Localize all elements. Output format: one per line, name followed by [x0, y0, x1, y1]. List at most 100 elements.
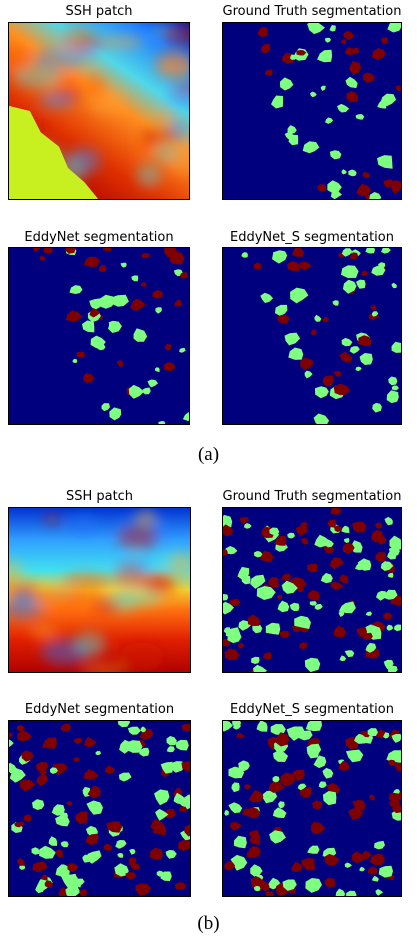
- eddy-anticyclonic: [32, 247, 41, 253]
- eddy-anticyclonic: [375, 552, 387, 562]
- eddy-anticyclonic: [106, 821, 123, 833]
- eddy-anticyclonic: [16, 858, 25, 866]
- eddy-anticyclonic: [279, 631, 290, 639]
- eddy-anticyclonic: [129, 298, 146, 312]
- eddy-cyclonic: [286, 726, 306, 741]
- eddy-anticyclonic: [290, 861, 303, 873]
- eddy-cyclonic: [306, 743, 322, 755]
- eddy-cyclonic: [35, 885, 45, 894]
- eddy-anticyclonic: [8, 732, 13, 739]
- eddy-anticyclonic: [280, 772, 296, 787]
- eddy-cyclonic: [233, 835, 247, 849]
- ssh-swirl: [161, 23, 190, 45]
- eddy-cyclonic: [359, 866, 365, 872]
- eddy-cyclonic: [345, 749, 364, 763]
- eddy-cyclonic: [140, 726, 146, 733]
- eddy-anticyclonic: [230, 821, 242, 831]
- eddy-anticyclonic: [310, 329, 317, 336]
- eddy-anticyclonic: [296, 50, 307, 56]
- eddy-cyclonic: [86, 800, 103, 815]
- eddy-cyclonic: [342, 279, 357, 294]
- ssh-swirl: [70, 514, 97, 534]
- eddy-cyclonic: [222, 720, 233, 732]
- eddy-cyclonic: [114, 863, 129, 877]
- eddy-anticyclonic: [300, 858, 315, 871]
- eddy-anticyclonic: [251, 875, 264, 886]
- eddy-cyclonic: [341, 265, 359, 278]
- eddy-anticyclonic: [326, 783, 340, 796]
- eddy-anticyclonic: [79, 889, 87, 897]
- eddy-cyclonic: [302, 141, 320, 154]
- eddy-anticyclonic: [253, 262, 262, 270]
- eddy-anticyclonic: [361, 270, 368, 277]
- eddy-anticyclonic: [76, 351, 86, 358]
- eddy-cyclonic: [109, 407, 122, 421]
- panel-title: EddyNet segmentation: [24, 230, 174, 245]
- image-border: [222, 507, 402, 673]
- eddy-cyclonic: [391, 282, 397, 289]
- eddy-cyclonic: [51, 804, 65, 816]
- eddy-cyclonic: [223, 627, 231, 634]
- eddy-cyclonic: [349, 346, 360, 354]
- eddy-anticyclonic: [17, 821, 25, 827]
- eddy-anticyclonic: [334, 525, 343, 533]
- eddy-cyclonic: [70, 878, 82, 888]
- ssh-swirl: [61, 27, 95, 53]
- eddy-cyclonic: [393, 789, 400, 794]
- eddy-cyclonic: [324, 539, 334, 548]
- eddy-anticyclonic: [103, 843, 113, 851]
- eddy-anticyclonic: [299, 642, 308, 650]
- eddy-cyclonic: [110, 294, 129, 307]
- eddy-anticyclonic: [39, 255, 46, 261]
- eddy-cyclonic: [314, 386, 329, 399]
- eddy-anticyclonic: [299, 787, 312, 798]
- eddy-cyclonic: [272, 250, 288, 264]
- eddy-anticyclonic: [281, 573, 291, 581]
- eddy-cyclonic: [341, 248, 353, 257]
- eddy-cyclonic: [273, 750, 289, 762]
- eddy-cyclonic: [89, 298, 102, 311]
- eddy-cyclonic: [348, 169, 357, 177]
- panel-image: [8, 720, 191, 897]
- eddy-anticyclonic: [184, 824, 191, 837]
- eddy-cyclonic: [284, 332, 301, 346]
- eddy-anticyclonic: [343, 30, 355, 40]
- eddy-anticyclonic: [175, 882, 187, 890]
- eddy-cyclonic: [274, 304, 288, 317]
- eddy-anticyclonic: [358, 335, 372, 347]
- eddy-anticyclonic: [87, 785, 101, 799]
- eddy-anticyclonic: [324, 853, 340, 866]
- eddy-anticyclonic: [277, 594, 283, 600]
- eddy-cyclonic: [279, 77, 294, 91]
- eddy-cyclonic: [309, 601, 317, 606]
- eddy-anticyclonic: [346, 91, 358, 103]
- ssh-swirl: [34, 588, 83, 610]
- eddy-anticyclonic: [387, 759, 396, 767]
- eddy-cyclonic: [182, 412, 190, 421]
- eddy-cyclonic: [305, 720, 322, 732]
- eddy-anticyclonic: [21, 750, 34, 762]
- eddy-anticyclonic: [104, 765, 116, 774]
- eddy-anticyclonic: [333, 383, 351, 396]
- eddy-anticyclonic: [362, 850, 372, 860]
- eddy-cyclonic: [290, 287, 309, 304]
- eddy-cyclonic: [256, 586, 276, 600]
- eddy-cyclonic: [95, 751, 101, 756]
- segmentation-background: [222, 22, 402, 200]
- eddy-anticyclonic: [73, 738, 82, 745]
- eddy-anticyclonic: [260, 881, 270, 891]
- eddy-anticyclonic: [129, 863, 140, 870]
- eddy-anticyclonic: [329, 581, 344, 590]
- eddy-anticyclonic: [349, 60, 362, 75]
- eddy-anticyclonic: [179, 272, 188, 279]
- eddy-cyclonic: [371, 875, 379, 882]
- eddy-cyclonic: [378, 865, 393, 878]
- eddy-cyclonic: [329, 25, 336, 32]
- eddy-cyclonic: [304, 370, 313, 379]
- eddy-cyclonic: [287, 532, 295, 539]
- eddy-cyclonic: [380, 561, 394, 571]
- eddy-cyclonic: [341, 169, 347, 175]
- ssh-swirl: [12, 589, 36, 607]
- ssh-texture: [8, 509, 191, 673]
- eddy-anticyclonic: [390, 180, 402, 194]
